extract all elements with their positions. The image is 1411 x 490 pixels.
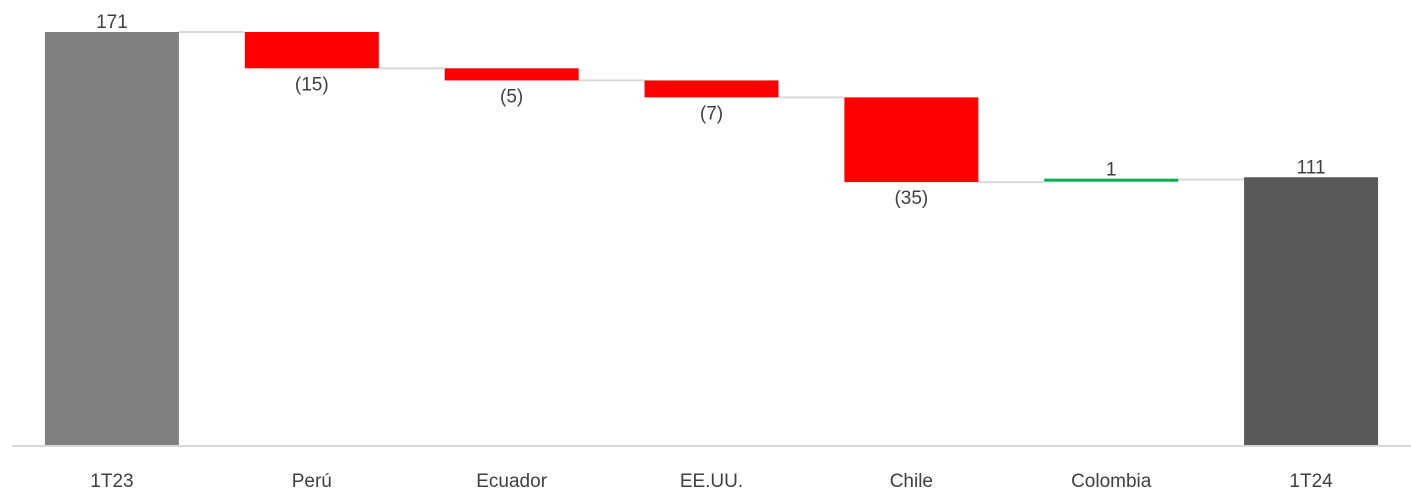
category-label-chile: Chile: [890, 471, 933, 490]
value-label-1t24: 111: [1297, 157, 1326, 178]
value-label-1t23: 171: [96, 12, 128, 33]
value-labels-group: 171(15)(5)(7)(35)1 111: [96, 12, 1325, 209]
category-label-ee-uu: EE.UU.: [680, 471, 743, 490]
value-label-chile: (35): [894, 188, 928, 209]
category-label-colombia: Colombia: [1071, 471, 1152, 490]
bar-ee-uu: [644, 80, 779, 98]
bar-colombia: [1044, 178, 1179, 182]
category-label-1t24: 1T24: [1289, 471, 1333, 490]
bar-1t24: [1244, 177, 1379, 446]
category-labels-group: 1T23 Perú Ecuador EE.UU. Chile Colombia 1T24: [90, 471, 1333, 490]
connector-lines: [178, 31, 1245, 184]
bar-chile: [844, 97, 979, 183]
bar-peru: [244, 32, 379, 69]
category-label-peru: Perú: [292, 471, 332, 490]
category-label-1t23: 1T23: [90, 471, 133, 490]
bars-group: [44, 32, 1379, 446]
category-label-ecuador: Ecuador: [476, 471, 547, 490]
value-label-peru: (15): [295, 74, 329, 95]
bar-ecuador: [444, 68, 579, 81]
value-label-ecuador: (5): [500, 86, 523, 107]
value-label-ee-uu: (7): [700, 103, 723, 124]
bar-1t23: [44, 32, 179, 446]
value-label-colombia: 1: [1106, 160, 1117, 181]
